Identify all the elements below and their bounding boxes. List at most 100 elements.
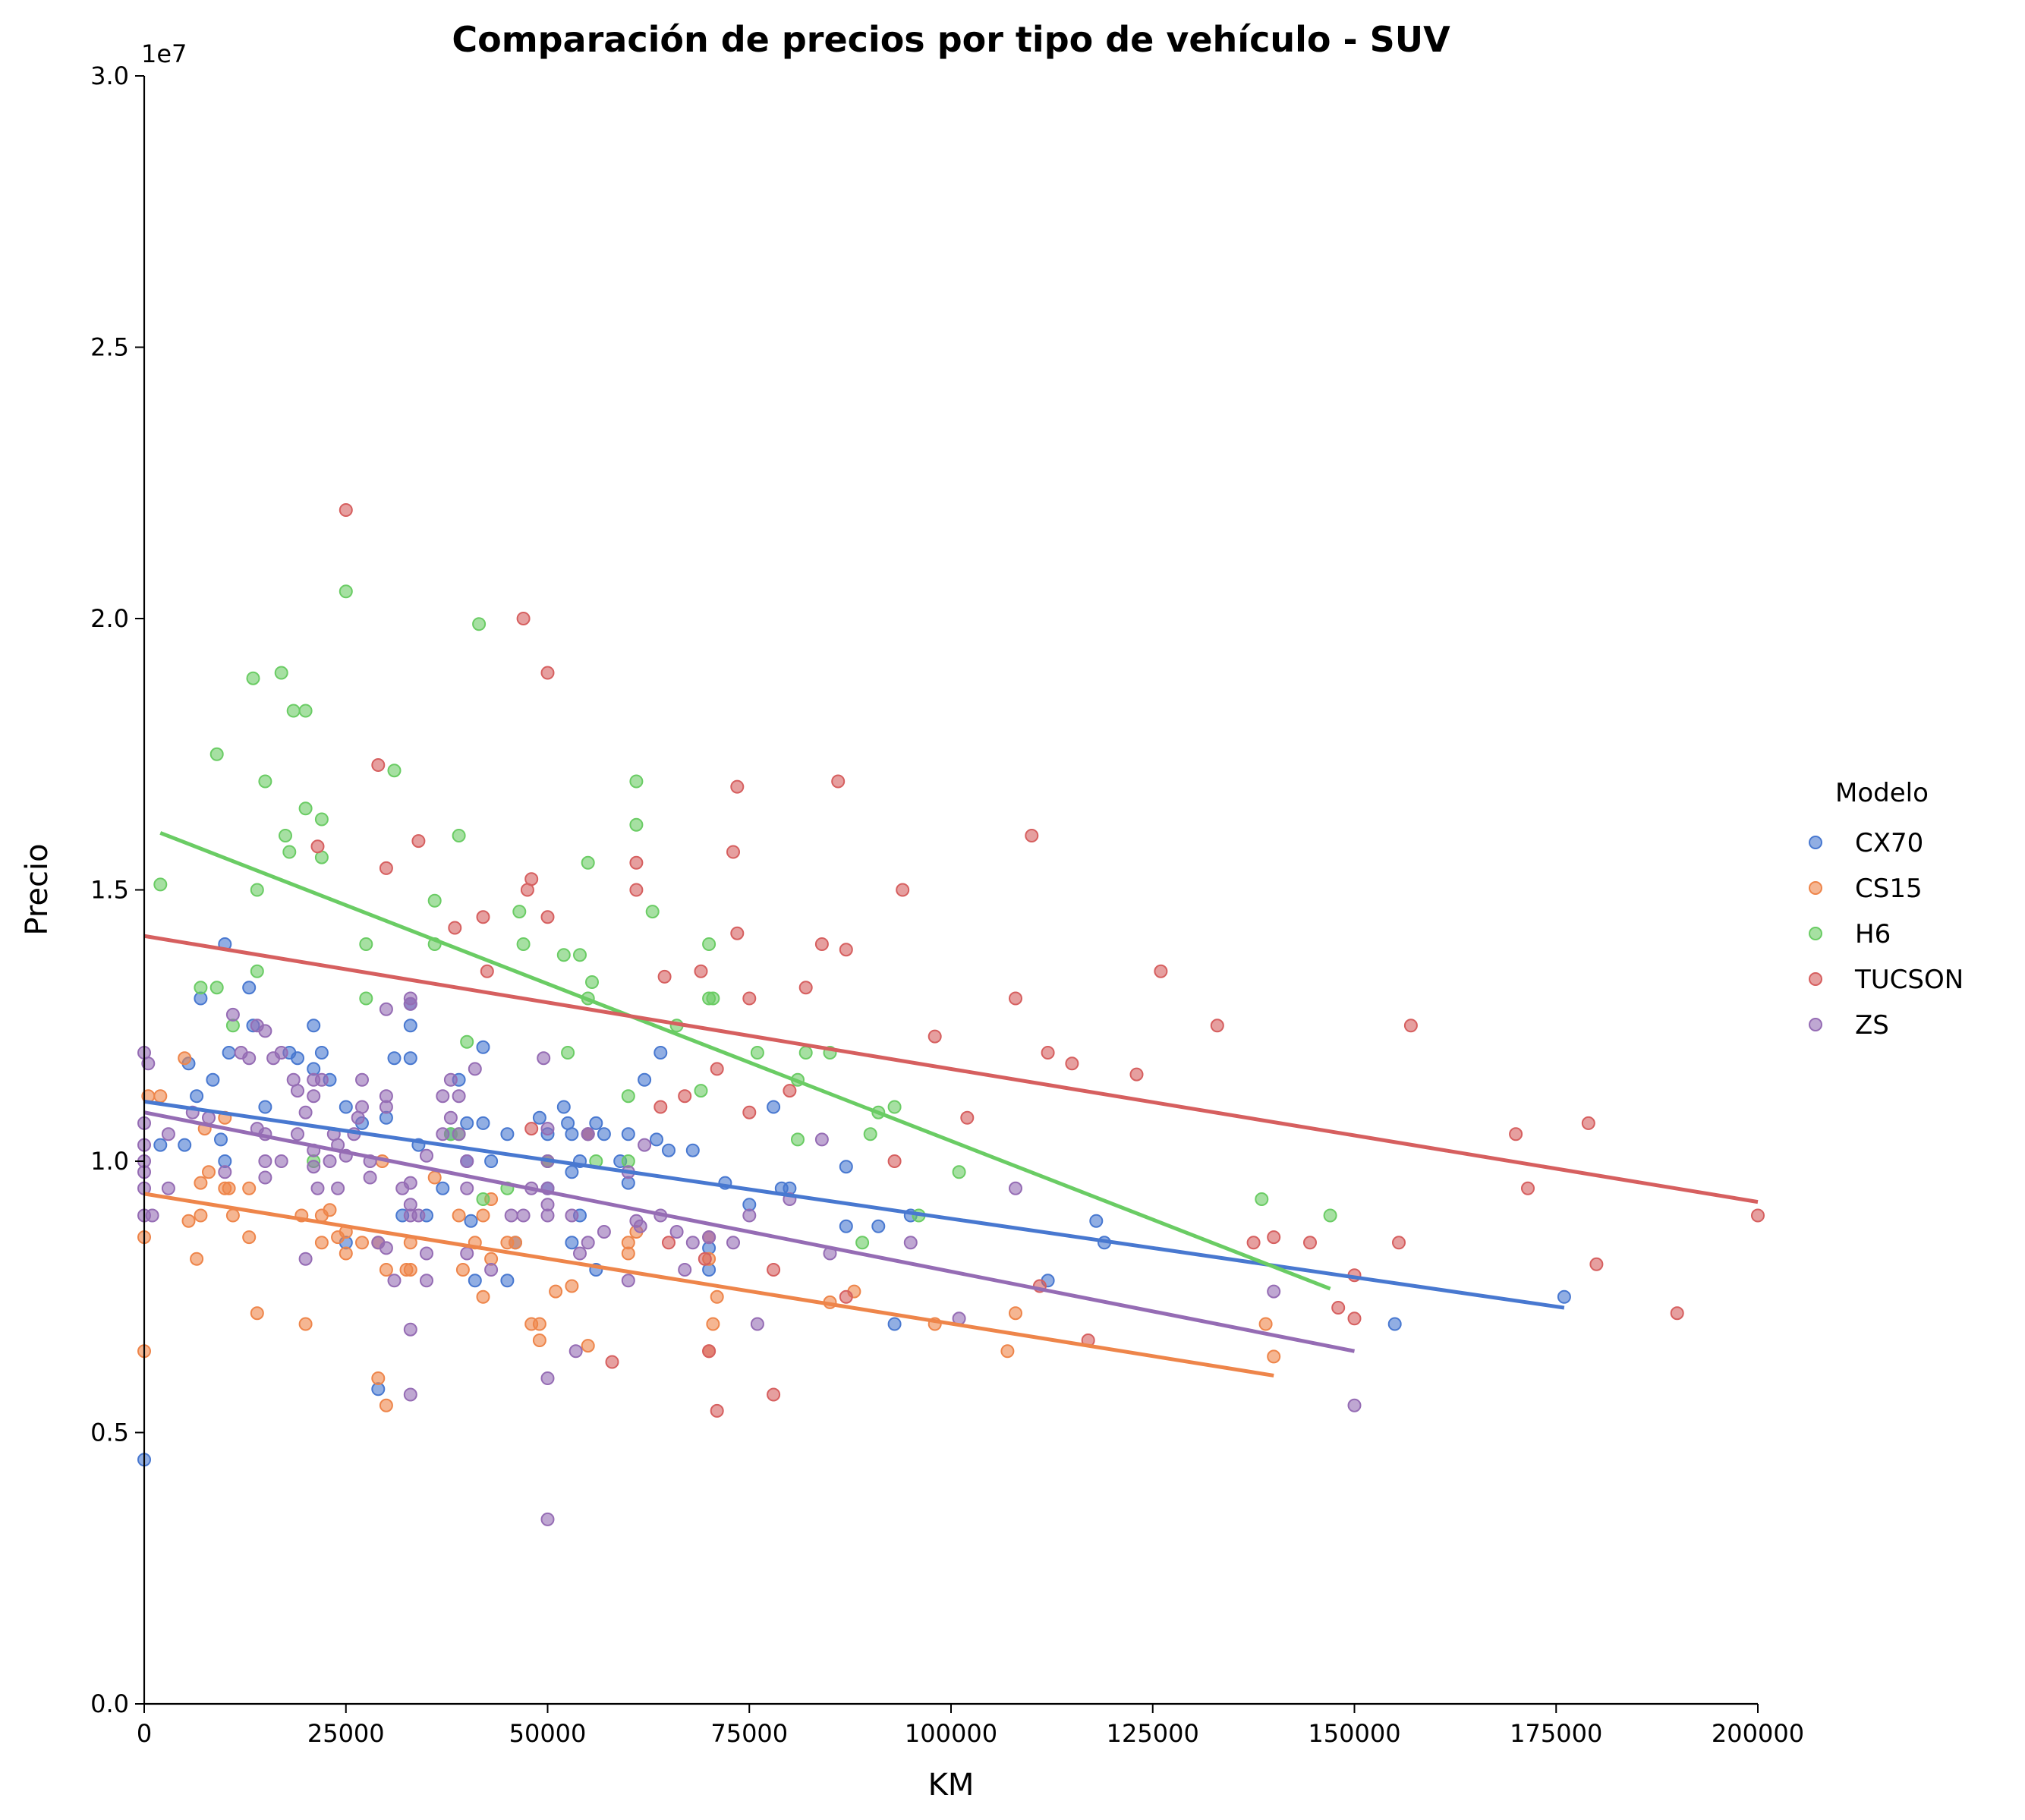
data-point-zs xyxy=(405,1177,417,1189)
data-point-cs15 xyxy=(711,1291,723,1303)
data-point-zs xyxy=(905,1236,917,1248)
data-point-h6 xyxy=(316,814,328,826)
data-point-cs15 xyxy=(622,1236,635,1248)
legend-marker-cs15 xyxy=(1809,882,1822,894)
data-point-zs xyxy=(380,1101,392,1113)
data-point-zs xyxy=(300,1107,312,1119)
y-tick-label: 0.5 xyxy=(90,1419,129,1447)
data-point-tucson xyxy=(699,1253,711,1265)
data-point-h6 xyxy=(1324,1210,1337,1222)
data-point-cx70 xyxy=(565,1166,578,1178)
data-point-tucson xyxy=(767,1264,779,1276)
data-point-h6 xyxy=(429,895,441,907)
x-tick-label: 125000 xyxy=(1107,1719,1199,1748)
data-point-tucson xyxy=(703,1345,715,1357)
data-point-cx70 xyxy=(316,1047,328,1059)
data-point-cx70 xyxy=(663,1145,675,1157)
legend-marker-zs xyxy=(1809,1019,1822,1031)
data-point-zs xyxy=(598,1226,610,1238)
data-point-cs15 xyxy=(372,1372,384,1384)
y-tick-label: 1.5 xyxy=(90,876,129,905)
data-point-cx70 xyxy=(191,1090,203,1102)
data-point-zs xyxy=(259,1155,271,1167)
data-point-tucson xyxy=(1332,1302,1344,1314)
data-point-h6 xyxy=(695,1085,707,1097)
legend-label-tucson: TUCSON xyxy=(1854,965,1964,995)
data-point-cs15 xyxy=(1268,1350,1280,1362)
data-point-tucson xyxy=(711,1405,723,1417)
data-point-zs xyxy=(405,1389,417,1401)
data-point-cx70 xyxy=(469,1274,481,1286)
data-point-zs xyxy=(316,1074,328,1086)
data-point-cx70 xyxy=(1389,1318,1401,1330)
data-point-tucson xyxy=(477,911,490,923)
data-point-tucson xyxy=(663,1236,675,1248)
data-point-cx70 xyxy=(501,1128,513,1140)
data-point-cx70 xyxy=(461,1117,473,1129)
data-point-zs xyxy=(505,1210,518,1222)
data-point-h6 xyxy=(477,1193,490,1205)
data-point-tucson xyxy=(1752,1210,1764,1222)
data-point-tucson xyxy=(783,1085,795,1097)
data-point-tucson xyxy=(816,938,828,950)
data-point-zs xyxy=(436,1128,449,1140)
data-point-tucson xyxy=(889,1155,901,1167)
data-point-cs15 xyxy=(550,1286,562,1298)
data-point-h6 xyxy=(194,981,206,993)
data-point-h6 xyxy=(518,938,530,950)
data-point-cs15 xyxy=(243,1231,255,1243)
data-point-zs xyxy=(259,1172,271,1184)
x-tick-label: 150000 xyxy=(1308,1719,1400,1748)
data-point-tucson xyxy=(449,922,461,934)
data-point-cx70 xyxy=(840,1220,852,1233)
data-point-cx70 xyxy=(477,1041,490,1053)
data-point-cx70 xyxy=(259,1101,271,1113)
data-point-zs xyxy=(380,1003,392,1015)
data-point-zs xyxy=(1268,1286,1280,1298)
data-point-tucson xyxy=(1025,830,1038,842)
data-point-cx70 xyxy=(223,1047,235,1059)
data-point-cx70 xyxy=(872,1220,884,1233)
data-point-h6 xyxy=(792,1133,804,1145)
data-point-h6 xyxy=(751,1047,764,1059)
data-point-cs15 xyxy=(509,1236,521,1248)
data-point-cx70 xyxy=(687,1145,699,1157)
x-tick-label: 100000 xyxy=(905,1719,997,1748)
data-point-h6 xyxy=(360,993,372,1005)
data-point-h6 xyxy=(288,705,300,717)
data-point-cs15 xyxy=(429,1172,441,1184)
data-point-cs15 xyxy=(457,1264,469,1276)
data-point-cs15 xyxy=(251,1307,263,1319)
legend-label-zs: ZS xyxy=(1855,1010,1889,1041)
data-point-cx70 xyxy=(405,1052,417,1064)
data-point-h6 xyxy=(1255,1193,1268,1205)
data-point-cx70 xyxy=(565,1128,578,1140)
data-point-cx70 xyxy=(243,981,255,993)
data-point-h6 xyxy=(707,993,719,1005)
data-point-zs xyxy=(291,1128,304,1140)
legend: Modelo CX70 CS15 H6 TUCSON ZS xyxy=(1809,778,1964,1041)
data-point-zs xyxy=(582,1236,594,1248)
data-point-cs15 xyxy=(243,1182,255,1195)
data-point-zs xyxy=(679,1264,691,1276)
data-point-zs xyxy=(1349,1400,1361,1412)
data-point-cs15 xyxy=(380,1400,392,1412)
data-point-cs15 xyxy=(324,1204,336,1216)
y-axis-label: Precio xyxy=(20,843,55,935)
data-point-h6 xyxy=(586,976,598,988)
data-point-cs15 xyxy=(534,1334,546,1346)
data-point-zs xyxy=(420,1274,433,1286)
data-point-cx70 xyxy=(622,1128,635,1140)
data-point-zs xyxy=(537,1052,550,1064)
data-point-tucson xyxy=(1066,1057,1078,1069)
legend-title: Modelo xyxy=(1835,778,1929,808)
data-point-zs xyxy=(243,1052,255,1064)
data-point-zs xyxy=(743,1210,755,1222)
data-point-h6 xyxy=(340,585,352,597)
data-point-tucson xyxy=(630,857,642,869)
data-point-cs15 xyxy=(582,1340,594,1352)
data-point-tucson xyxy=(1393,1236,1405,1248)
x-tick-label: 75000 xyxy=(710,1719,788,1748)
data-point-tucson xyxy=(380,862,392,874)
data-point-tucson xyxy=(743,1107,755,1119)
